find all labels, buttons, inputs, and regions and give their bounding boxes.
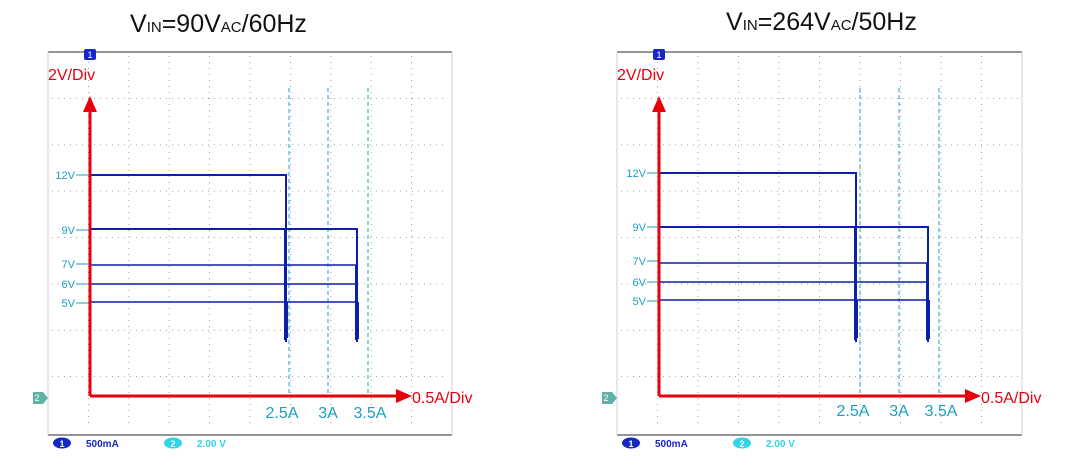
trace-5v <box>659 299 929 304</box>
status-ch2-badge <box>733 437 751 449</box>
x-axis-label: 0.5A/Div <box>981 390 1041 407</box>
y-axis-arrow <box>83 96 97 112</box>
channel1-marker-label: 1 <box>656 50 661 60</box>
x-axis-arrow <box>396 389 412 403</box>
voltage-label-5v: 5V <box>62 298 76 310</box>
status-ch1-badge <box>53 437 71 449</box>
trace-12v <box>659 172 857 177</box>
voltage-label-5v: 5V <box>633 296 647 308</box>
channel1-marker <box>84 49 96 60</box>
status-ch1-scale: 500mA <box>655 439 688 450</box>
status-ch2-badge <box>164 437 182 449</box>
x-axis-arrow <box>965 389 981 403</box>
current-label-3a: 3A <box>889 403 909 420</box>
chart-panel-left: 1 2 12V 9V 7V 6V 5V 2.5A 3A 3.5A 2V/Div 0.5A/Div 1 50… <box>33 49 472 450</box>
channel2-marker-label: 2 <box>603 393 608 403</box>
chart-title-left: VIN=90VAC/60Hz <box>130 10 307 38</box>
voltage-label-7v: 7V <box>62 259 76 271</box>
y-axis-label: 2V/Div <box>48 67 95 84</box>
channel2-marker <box>602 392 617 404</box>
cutoff-drop-3-4a <box>355 229 359 342</box>
trace-12v <box>90 174 287 179</box>
status-ch1-badge <box>622 437 640 449</box>
status-ch1-number: 1 <box>59 439 64 449</box>
cutoff-drop-2-5a <box>854 173 858 342</box>
status-ch2-scale: 2.00 V <box>766 439 795 450</box>
trace-9v <box>90 228 358 233</box>
cutoff-drop-3-4a <box>926 227 930 342</box>
voltage-label-7v: 7V <box>633 256 647 268</box>
cutoff-drop-2-5a <box>284 175 288 342</box>
current-label-3-5a: 3.5A <box>354 405 387 422</box>
voltage-label-12v: 12V <box>626 168 646 180</box>
trace-7v <box>90 264 358 269</box>
y-axis-arrow <box>652 96 666 112</box>
status-ch2-scale: 2.00 V <box>197 439 226 450</box>
voltage-label-9v: 9V <box>62 225 76 237</box>
voltage-label-6v: 6V <box>62 279 76 291</box>
current-label-2-5a: 2.5A <box>837 403 870 420</box>
current-label-3-5a: 3.5A <box>925 403 958 420</box>
voltage-label-6v: 6V <box>633 277 647 289</box>
chart-panel-right: 1 2 12V 9V 7V 6V 5V 2.5A 3A 3.5A 2V/Div 0.5A/Div 1 50… <box>602 49 1041 450</box>
status-ch1-scale: 500mA <box>86 439 119 450</box>
trace-5v <box>90 301 358 306</box>
trace-9v <box>659 226 929 231</box>
y-axis-label: 2V/Div <box>617 67 664 84</box>
chart-title-right: VIN=264VAC/50Hz <box>726 8 917 36</box>
status-ch2-number: 2 <box>739 439 744 449</box>
voltage-label-12v: 12V <box>55 170 75 182</box>
x-axis-label: 0.5A/Div <box>412 390 472 407</box>
current-label-3a: 3A <box>318 405 338 422</box>
current-label-2-5a: 2.5A <box>266 405 299 422</box>
channel2-marker <box>33 392 48 404</box>
trace-6v <box>90 283 358 288</box>
status-ch1-number: 1 <box>628 439 633 449</box>
channel2-marker-label: 2 <box>34 393 39 403</box>
channel1-marker <box>653 49 665 60</box>
voltage-label-9v: 9V <box>633 222 647 234</box>
status-ch2-number: 2 <box>170 439 175 449</box>
channel1-marker-label: 1 <box>87 50 92 60</box>
trace-7v <box>659 262 929 267</box>
